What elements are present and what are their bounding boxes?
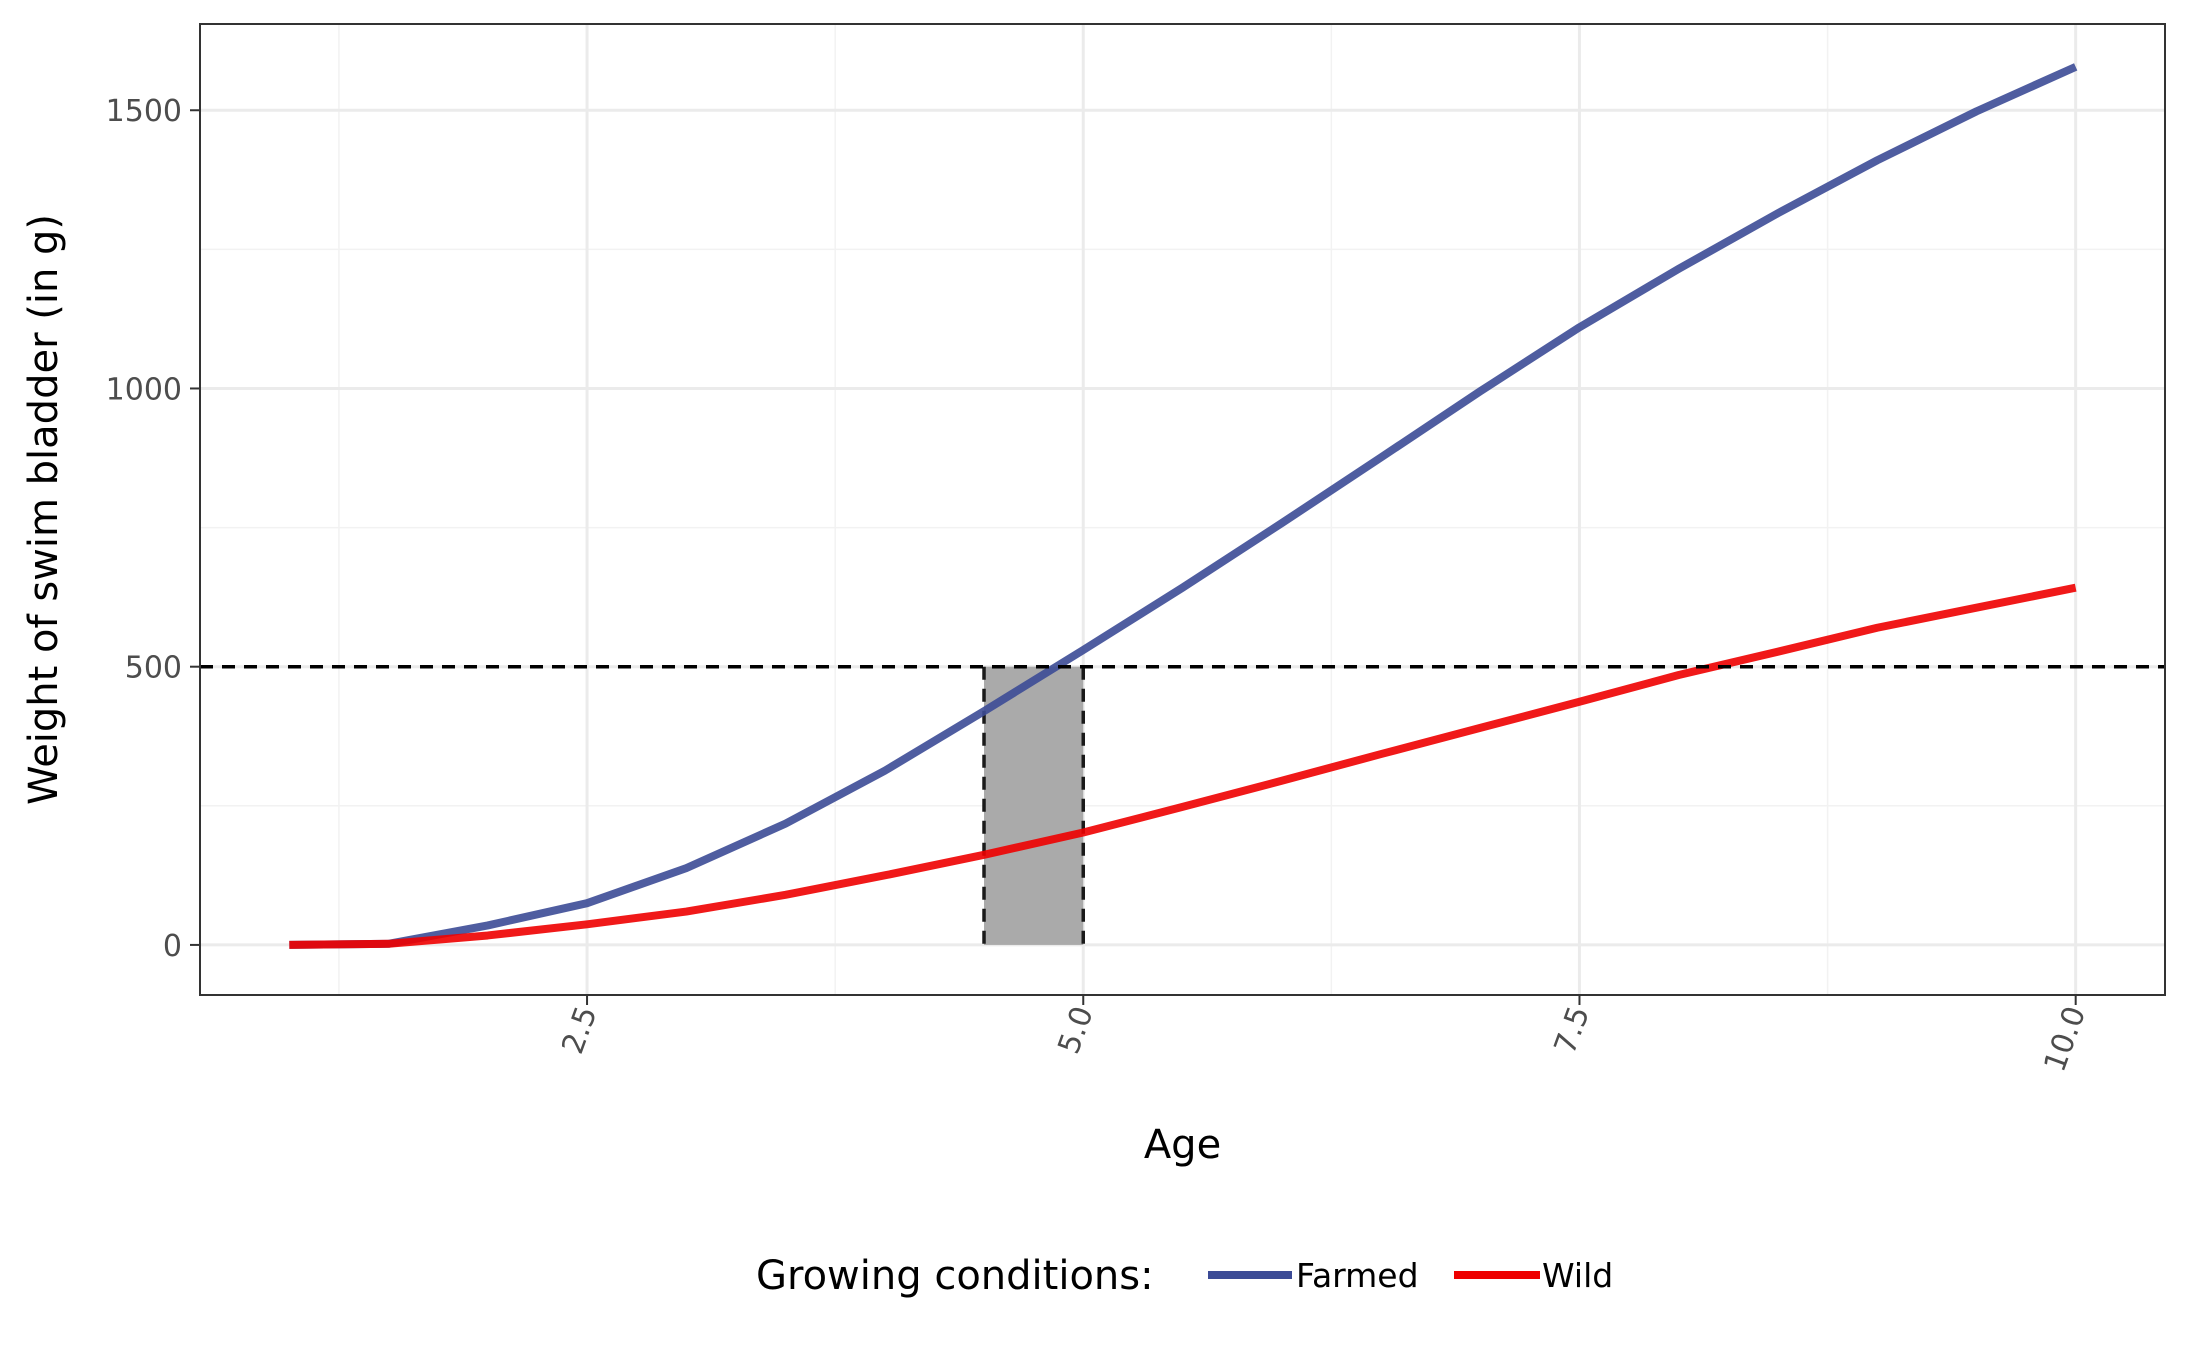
minor-gridlines [200,24,2165,995]
y-tick-label: 0 [163,929,182,964]
y-tick-label: 1500 [106,94,182,129]
series-line-wild [289,583,2077,949]
panel-border [199,23,2166,996]
y-tick-label: 500 [125,651,182,686]
legend-title: Growing conditions: [756,1253,1154,1299]
highlight-region [982,666,1086,945]
y-axis-title: Weight of swim bladder (in g) [21,214,67,805]
major-gridlines [200,24,2165,995]
legend: Growing conditions: Farmed Wild [756,1253,1613,1299]
x-tick-label: 5.0 [1052,1002,1101,1059]
highlight-rect [984,666,1084,945]
legend-label-farmed: Farmed [1296,1256,1419,1295]
x-tick-label: 10.0 [2037,1002,2093,1077]
series-lines [289,63,2078,949]
x-axis-title: Age [1144,1122,1221,1168]
y-tick-label: 1000 [106,372,182,407]
y-axis: 0 500 1000 1500 [106,94,200,964]
x-tick-label: 7.5 [1548,1002,1597,1059]
legend-label-wild: Wild [1542,1256,1613,1295]
x-axis: 2.5 5.0 7.5 10.0 [555,995,2093,1077]
series-line-farmed [289,63,2078,949]
x-tick-label: 2.5 [555,1002,604,1059]
